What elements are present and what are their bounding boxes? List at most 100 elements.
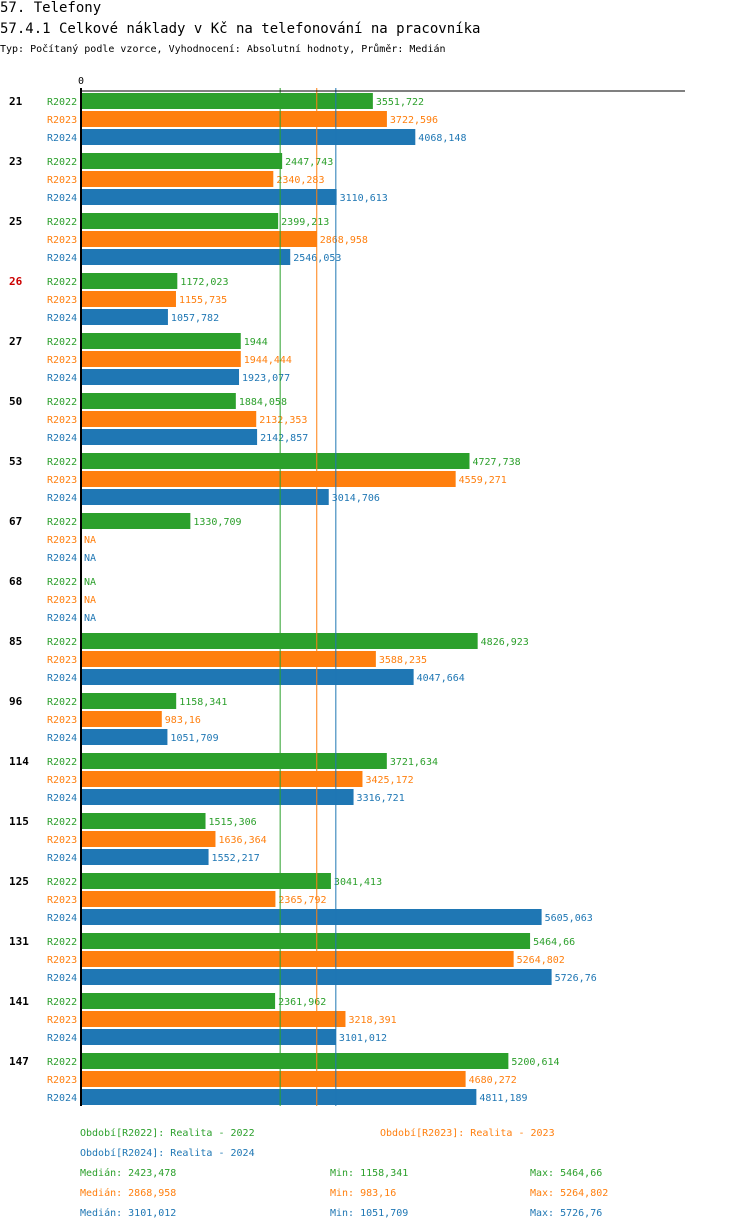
data-label: 3316,721 <box>357 793 405 804</box>
data-label: NA <box>84 613 96 624</box>
data-label: 3721,634 <box>390 757 438 768</box>
bar <box>81 309 168 325</box>
bar <box>81 1089 477 1105</box>
category-label: 50 <box>9 395 22 408</box>
bar <box>81 669 414 685</box>
legend-period-r2024: Období[R2024]: Realita - 2024 <box>80 1148 255 1159</box>
bar <box>81 351 241 367</box>
category-label: 125 <box>9 875 29 888</box>
series-label: R2024 <box>47 553 77 564</box>
data-label: 4068,148 <box>418 133 466 144</box>
data-label: 2142,857 <box>260 433 308 444</box>
series-label: R2024 <box>47 313 77 324</box>
series-label: R2023 <box>47 355 77 366</box>
data-label: 1515,306 <box>209 817 257 828</box>
data-label: 3551,722 <box>376 97 424 108</box>
series-label: R2023 <box>47 835 77 846</box>
series-label: R2024 <box>47 853 77 864</box>
x-tick-label: 0 <box>78 76 84 87</box>
stat-median-r2022: Medián: 2423,478 <box>80 1168 177 1179</box>
data-label: 5605,063 <box>545 913 593 924</box>
bar <box>81 729 168 745</box>
series-label: R2022 <box>47 97 77 108</box>
series-label: R2024 <box>47 1033 77 1044</box>
bar <box>81 1071 466 1087</box>
series-label: R2023 <box>47 1015 77 1026</box>
category-label: 25 <box>9 215 22 228</box>
data-label: 2546,053 <box>293 253 341 264</box>
category-label: 26 <box>9 275 23 288</box>
bar <box>81 891 276 907</box>
data-label: 1552,217 <box>212 853 260 864</box>
data-label: 3722,596 <box>390 115 438 126</box>
series-label: R2024 <box>47 193 77 204</box>
bar <box>81 93 373 109</box>
stat-max-r2024: Max: 5726,76 <box>530 1208 603 1219</box>
data-label: 3101,012 <box>339 1033 387 1044</box>
series-label: R2024 <box>47 793 77 804</box>
data-label: 4559,271 <box>459 475 507 486</box>
data-label: 4826,923 <box>481 637 529 648</box>
data-label: 1884,058 <box>239 397 287 408</box>
bar <box>81 813 206 829</box>
series-label: R2022 <box>47 517 77 528</box>
series-label: R2022 <box>47 757 77 768</box>
bar <box>81 771 363 787</box>
bar <box>81 849 209 865</box>
data-label: 2399,213 <box>281 217 329 228</box>
data-label: 3041,413 <box>334 877 382 888</box>
category-label: 96 <box>9 695 23 708</box>
series-label: R2022 <box>47 697 77 708</box>
stat-min-r2022: Min: 1158,341 <box>330 1168 409 1179</box>
data-label: 1051,709 <box>170 733 218 744</box>
bar <box>81 489 329 505</box>
series-label: R2024 <box>47 433 77 444</box>
data-label: 3014,706 <box>332 493 380 504</box>
data-label: 1923,077 <box>242 373 290 384</box>
bar <box>81 291 176 307</box>
data-label: 1944,444 <box>244 355 292 366</box>
bar <box>81 1053 509 1069</box>
series-label: R2023 <box>47 175 77 186</box>
data-label: 1155,735 <box>179 295 227 306</box>
data-label: 4811,189 <box>479 1093 527 1104</box>
data-label: 1057,782 <box>171 313 219 324</box>
series-label: R2023 <box>47 475 77 486</box>
series-label: R2023 <box>47 415 77 426</box>
category-label: 114 <box>9 755 29 768</box>
stat-median-r2024: Medián: 3101,012 <box>80 1208 177 1219</box>
data-label: 2365,792 <box>278 895 326 906</box>
bar <box>81 369 240 385</box>
series-label: R2022 <box>47 937 77 948</box>
page-title: 57. Telefony <box>0 0 102 16</box>
data-label: 983,16 <box>165 715 201 726</box>
category-label: 147 <box>9 1055 29 1068</box>
bar <box>81 393 236 409</box>
bar <box>81 411 257 427</box>
data-label: 2340,283 <box>276 175 324 186</box>
data-label: 3218,391 <box>348 1015 396 1026</box>
data-label: 2132,353 <box>259 415 307 426</box>
data-label: 5200,614 <box>511 1057 559 1068</box>
bar <box>81 171 274 187</box>
bar <box>81 333 241 349</box>
series-label: R2022 <box>47 877 77 888</box>
series-label: R2023 <box>47 895 77 906</box>
data-label: 5264,802 <box>517 955 565 966</box>
series-label: R2024 <box>47 913 77 924</box>
series-label: R2024 <box>47 493 77 504</box>
series-label: R2023 <box>47 775 77 786</box>
series-label: R2023 <box>47 535 77 546</box>
bar <box>81 711 162 727</box>
series-label: R2022 <box>47 817 77 828</box>
series-label: R2022 <box>47 277 77 288</box>
series-label: R2022 <box>47 457 77 468</box>
category-label: 23 <box>9 155 22 168</box>
category-label: 53 <box>9 455 22 468</box>
data-label: 1172,023 <box>180 277 228 288</box>
data-label: 2447,743 <box>285 157 333 168</box>
data-label: 1944 <box>244 337 268 348</box>
series-label: R2022 <box>47 1057 77 1068</box>
bar <box>81 1029 336 1045</box>
data-label: 5464,66 <box>533 937 575 948</box>
